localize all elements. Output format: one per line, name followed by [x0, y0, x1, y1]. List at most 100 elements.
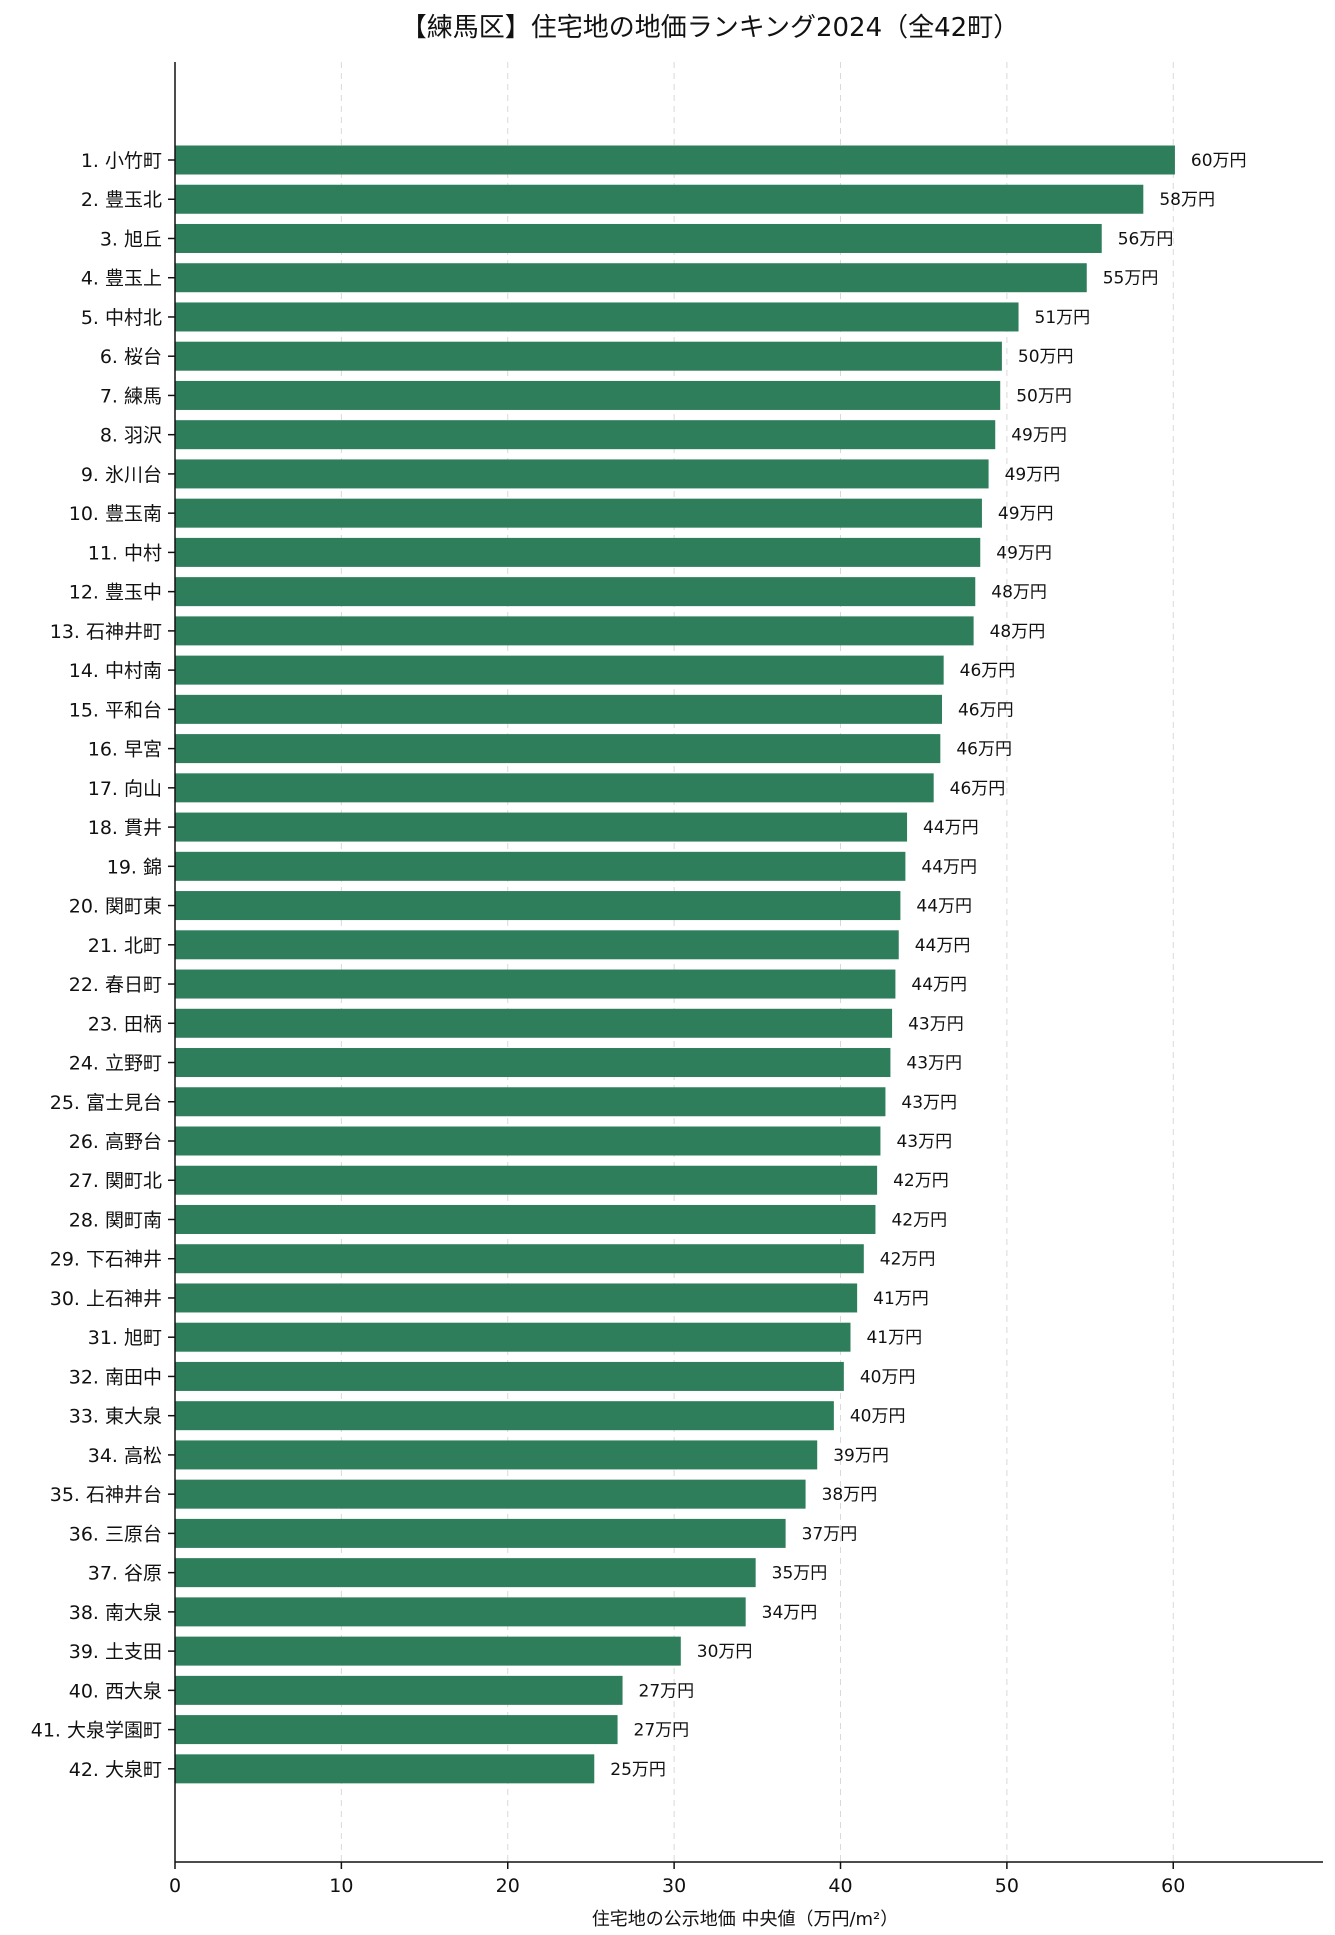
bar: [175, 1126, 881, 1156]
value-label: 40万円: [860, 1367, 916, 1387]
bar: [175, 812, 908, 842]
x-tick-label: 30: [662, 1875, 686, 1897]
value-label: 44万円: [916, 897, 972, 917]
value-label: 46万円: [960, 661, 1016, 681]
bar: [175, 1518, 786, 1548]
category-label: 6. 桜台: [100, 346, 162, 368]
bar: [175, 1087, 886, 1117]
bar: [175, 1715, 618, 1745]
category-label: 27. 関町北: [69, 1170, 162, 1192]
value-label: 25万円: [610, 1760, 666, 1780]
bar: [175, 891, 901, 921]
chart-title: 【練馬区】住宅地の地価ランキング2024（全42町）: [401, 13, 1019, 43]
category-label: 38. 南大泉: [69, 1602, 162, 1624]
value-label: 43万円: [908, 1014, 964, 1034]
value-label: 49万円: [996, 543, 1052, 563]
category-label: 28. 関町南: [69, 1209, 162, 1231]
category-label: 19. 錦: [107, 856, 162, 878]
category-label: 25. 富士見台: [50, 1092, 162, 1114]
bar: [175, 616, 974, 646]
value-label: 60万円: [1191, 151, 1247, 171]
bar: [175, 1401, 834, 1431]
bar: [175, 223, 1102, 253]
category-label: 41. 大泉学園町: [31, 1720, 162, 1742]
value-label: 38万円: [822, 1485, 878, 1505]
value-label: 39万円: [833, 1446, 889, 1466]
category-label: 36. 三原台: [69, 1523, 162, 1545]
category-label: 21. 北町: [88, 935, 162, 957]
value-label: 41万円: [873, 1289, 929, 1309]
bar: [175, 420, 996, 450]
category-label: 10. 豊玉南: [69, 503, 162, 525]
category-label: 24. 立野町: [69, 1053, 162, 1075]
bar: [175, 1440, 818, 1470]
category-label: 14. 中村南: [69, 660, 162, 682]
category-label: 18. 貫井: [88, 817, 162, 839]
category-label: 3. 旭丘: [100, 228, 162, 250]
bar: [175, 1204, 876, 1234]
bar: [175, 773, 934, 803]
category-label: 2. 豊玉北: [81, 189, 162, 211]
x-axis-label: 住宅地の公示地価 中央値（万円/m²）: [592, 1909, 899, 1930]
bar: [175, 1165, 878, 1195]
value-label: 55万円: [1103, 269, 1159, 289]
value-label: 50万円: [1018, 347, 1074, 367]
bars: 1. 小竹町 60万円 2. 豊玉北 58万円 3. 旭丘 56万円 4. 豊玉上 55万円 5…: [31, 145, 1247, 1784]
bar: [175, 302, 1019, 332]
bar: [175, 1008, 893, 1038]
category-label: 4. 豊玉上: [81, 268, 162, 290]
category-label: 16. 早宮: [88, 739, 162, 761]
category-label: 7. 練馬: [100, 385, 162, 407]
bar: [175, 1322, 851, 1352]
bar: [175, 1675, 623, 1705]
bar: [175, 341, 1002, 371]
bar: [175, 1283, 858, 1313]
category-label: 40. 西大泉: [69, 1680, 162, 1702]
category-label: 5. 中村北: [81, 307, 162, 329]
category-label: 17. 向山: [88, 778, 162, 800]
bar: [175, 263, 1087, 293]
category-label: 32. 南田中: [69, 1366, 162, 1388]
value-label: 43万円: [906, 1054, 962, 1074]
value-label: 42万円: [893, 1171, 949, 1191]
category-label: 31. 旭町: [88, 1327, 162, 1349]
value-label: 58万円: [1159, 190, 1215, 210]
category-label: 13. 石神井町: [50, 621, 162, 643]
x-tick-label: 40: [828, 1875, 852, 1897]
category-label: 34. 高松: [88, 1445, 162, 1467]
value-label: 49万円: [998, 504, 1054, 524]
bar: [175, 380, 1001, 410]
bar: [175, 145, 1175, 175]
category-label: 9. 氷川台: [81, 464, 162, 486]
value-label: 27万円: [639, 1681, 695, 1701]
value-label: 43万円: [896, 1132, 952, 1152]
category-label: 1. 小竹町: [81, 150, 162, 172]
category-label: 22. 春日町: [69, 974, 162, 996]
value-label: 44万円: [915, 936, 971, 956]
value-label: 42万円: [880, 1250, 936, 1270]
bar: [175, 1244, 864, 1274]
category-label: 42. 大泉町: [69, 1759, 162, 1781]
bar: [175, 1636, 681, 1666]
value-label: 43万円: [901, 1093, 957, 1113]
bar: [175, 694, 942, 724]
value-label: 51万円: [1035, 308, 1091, 328]
value-label: 44万円: [923, 818, 979, 838]
gridlines: [340, 62, 1174, 1862]
bar: [175, 1479, 806, 1509]
category-label: 15. 平和台: [69, 699, 162, 721]
x-axis-ticks: 0 10 20 30 40 50 60: [169, 1862, 1185, 1897]
value-label: 48万円: [991, 583, 1047, 603]
bar: [175, 577, 976, 607]
bar: [175, 655, 944, 685]
value-label: 27万円: [634, 1721, 690, 1741]
category-label: 20. 関町東: [69, 896, 162, 918]
value-label: 34万円: [762, 1603, 818, 1623]
value-label: 44万円: [921, 857, 977, 877]
value-label: 46万円: [956, 740, 1012, 760]
bar: [175, 1558, 756, 1588]
value-label: 49万円: [1011, 426, 1067, 446]
category-label: 35. 石神井台: [50, 1484, 162, 1506]
bar: [175, 1048, 891, 1078]
